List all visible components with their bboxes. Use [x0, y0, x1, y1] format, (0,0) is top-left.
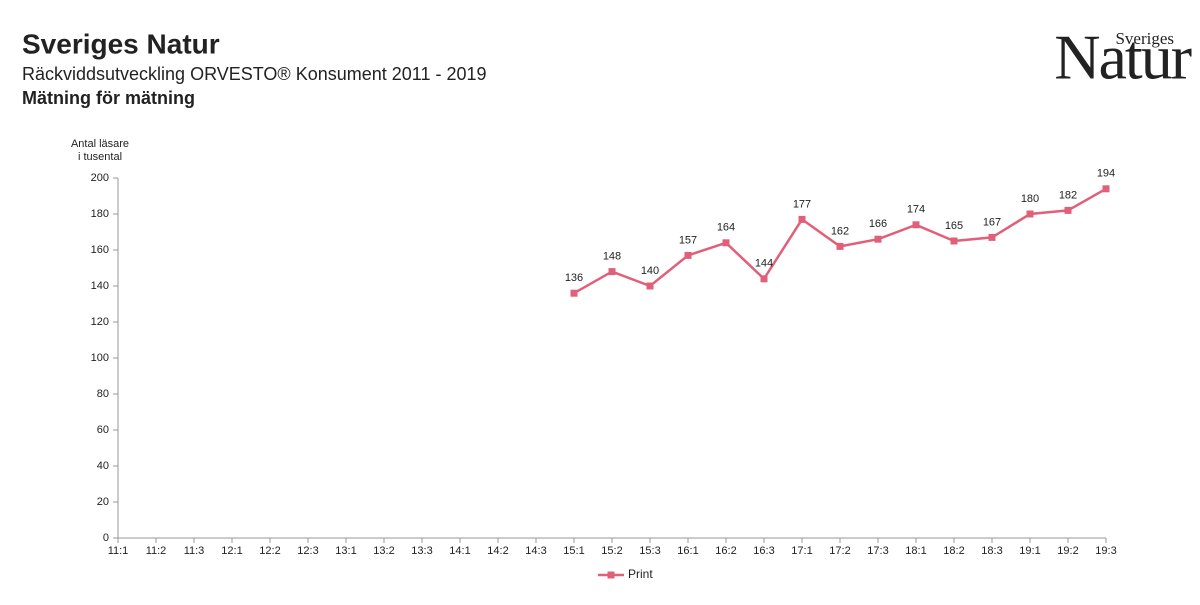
chart-subheading: Mätning för mätning: [22, 88, 195, 108]
data-label: 177: [793, 198, 811, 210]
x-tick-label: 11:2: [146, 545, 167, 557]
y-tick-label: 60: [97, 424, 109, 436]
data-label: 140: [641, 265, 659, 277]
x-tick-label: 15:2: [601, 545, 622, 557]
x-tick-label: 12:2: [259, 545, 280, 557]
x-tick-label: 15:1: [563, 545, 584, 557]
data-label: 164: [717, 222, 735, 234]
x-tick-label: 16:3: [753, 545, 774, 557]
point-marker: [836, 242, 844, 250]
point-marker: [874, 235, 882, 243]
point-marker: [570, 289, 578, 297]
data-label: 194: [1097, 168, 1115, 180]
y-tick-label: 180: [91, 208, 109, 220]
data-label: 180: [1021, 193, 1039, 205]
x-tick-label: 17:1: [791, 545, 812, 557]
x-tick-label: 19:1: [1019, 545, 1040, 557]
data-label: 148: [603, 251, 621, 263]
y-tick-label: 20: [97, 496, 109, 508]
data-label: 144: [755, 258, 773, 270]
point-marker: [608, 268, 616, 276]
x-tick-label: 16:1: [677, 545, 698, 557]
x-tick-label: 17:3: [867, 545, 888, 557]
x-tick-label: 13:3: [411, 545, 432, 557]
y-tick-label: 140: [91, 280, 109, 292]
y-tick-label: 40: [97, 460, 109, 472]
x-tick-label: 16:2: [715, 545, 736, 557]
x-tick-label: 12:1: [221, 545, 242, 557]
y-tick-label: 160: [91, 244, 109, 256]
x-tick-label: 11:1: [108, 545, 129, 557]
point-marker: [646, 282, 654, 290]
x-tick-label: 18:3: [981, 545, 1002, 557]
chart-subtitle: Räckviddsutveckling ORVESTO® Konsument 2…: [22, 64, 487, 84]
x-tick-label: 13:2: [373, 545, 394, 557]
chart-title: Sveriges Natur: [22, 28, 220, 59]
x-tick-label: 14:2: [487, 545, 508, 557]
data-label: 162: [831, 225, 849, 237]
y-tick-label: 200: [91, 172, 109, 184]
data-label: 167: [983, 216, 1001, 228]
x-tick-label: 15:3: [639, 545, 660, 557]
y-tick-label: 100: [91, 352, 109, 364]
data-label: 157: [679, 234, 697, 246]
y-tick-label: 0: [103, 532, 109, 544]
x-tick-label: 17:2: [829, 545, 850, 557]
x-tick-label: 19:2: [1057, 545, 1078, 557]
point-marker: [912, 221, 920, 229]
point-marker: [1102, 185, 1110, 193]
x-tick-label: 12:3: [297, 545, 318, 557]
logo-large: Natur: [1054, 22, 1191, 93]
point-marker: [760, 275, 768, 283]
point-marker: [798, 215, 806, 223]
logo-small: Sveriges: [1115, 29, 1174, 48]
point-marker: [1064, 206, 1072, 214]
x-tick-label: 18:2: [943, 545, 964, 557]
y-tick-label: 120: [91, 316, 109, 328]
data-label: 136: [565, 272, 583, 284]
data-label: 166: [869, 218, 887, 230]
y-axis-label: Antal läsare: [71, 138, 129, 150]
data-label: 182: [1059, 189, 1077, 201]
x-tick-label: 13:1: [335, 545, 356, 557]
point-marker: [950, 237, 958, 245]
x-tick-label: 14:1: [449, 545, 470, 557]
x-tick-label: 11:3: [184, 545, 205, 557]
y-axis-label: i tusental: [78, 151, 122, 163]
data-label: 165: [945, 220, 963, 232]
legend-label: Print: [628, 567, 653, 581]
point-marker: [988, 233, 996, 241]
x-tick-label: 19:3: [1095, 545, 1116, 557]
point-marker: [722, 239, 730, 247]
y-tick-label: 80: [97, 388, 109, 400]
point-marker: [684, 251, 692, 259]
legend-marker: [607, 571, 615, 579]
point-marker: [1026, 210, 1034, 218]
data-label: 174: [907, 204, 925, 216]
x-tick-label: 18:1: [905, 545, 926, 557]
x-tick-label: 14:3: [525, 545, 546, 557]
